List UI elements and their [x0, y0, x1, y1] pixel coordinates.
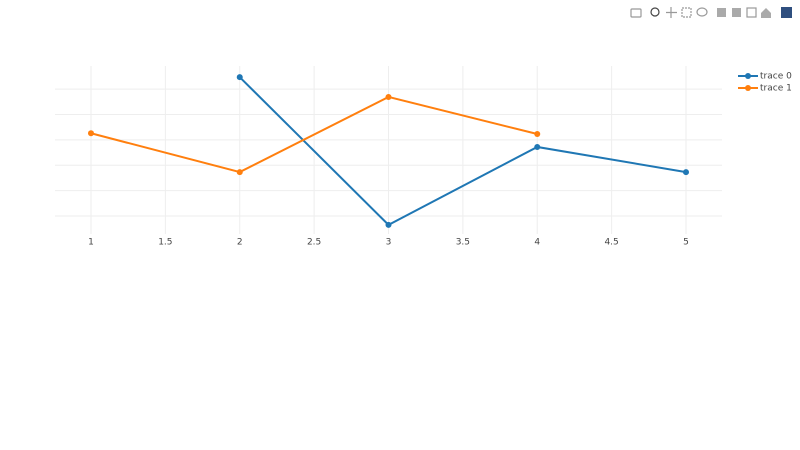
lasso-button[interactable] [696, 7, 708, 17]
x-tick-label: 1 [88, 238, 94, 248]
legend-label: trace 1 [760, 84, 792, 94]
legend-marker [745, 73, 751, 79]
reset-button[interactable] [761, 8, 771, 18]
marker [87, 130, 94, 137]
marker [683, 169, 690, 176]
x-tick-label: 5 [683, 238, 689, 248]
marker [534, 143, 541, 150]
marker [236, 74, 243, 81]
line [90, 95, 538, 174]
pan-button[interactable] [666, 7, 677, 18]
x-tick-label: 2 [237, 238, 243, 248]
plotly-logo[interactable] [781, 7, 792, 18]
box-select-button[interactable] [681, 7, 692, 18]
zoom-in-button[interactable] [717, 8, 726, 17]
x-tick-label: 4.5 [604, 238, 618, 248]
zoom-button[interactable] [650, 7, 660, 17]
marker [385, 221, 392, 228]
camera-button[interactable] [630, 8, 642, 18]
x-tick-label: 3 [386, 238, 392, 248]
line [239, 76, 687, 227]
x-tick-label: 2.5 [307, 238, 321, 248]
marker [534, 131, 541, 138]
modebar [630, 7, 792, 18]
x-tick-label: 4 [534, 238, 540, 248]
legend-label: trace 0 [760, 72, 792, 82]
marker [385, 93, 392, 100]
x-tick-label: 1.5 [158, 238, 172, 248]
x-tick-label: 3.5 [456, 238, 470, 248]
legend-marker [745, 85, 751, 91]
zoom-out-button[interactable] [732, 8, 741, 17]
marker [236, 169, 243, 176]
autoscale-button[interactable] [746, 7, 757, 18]
